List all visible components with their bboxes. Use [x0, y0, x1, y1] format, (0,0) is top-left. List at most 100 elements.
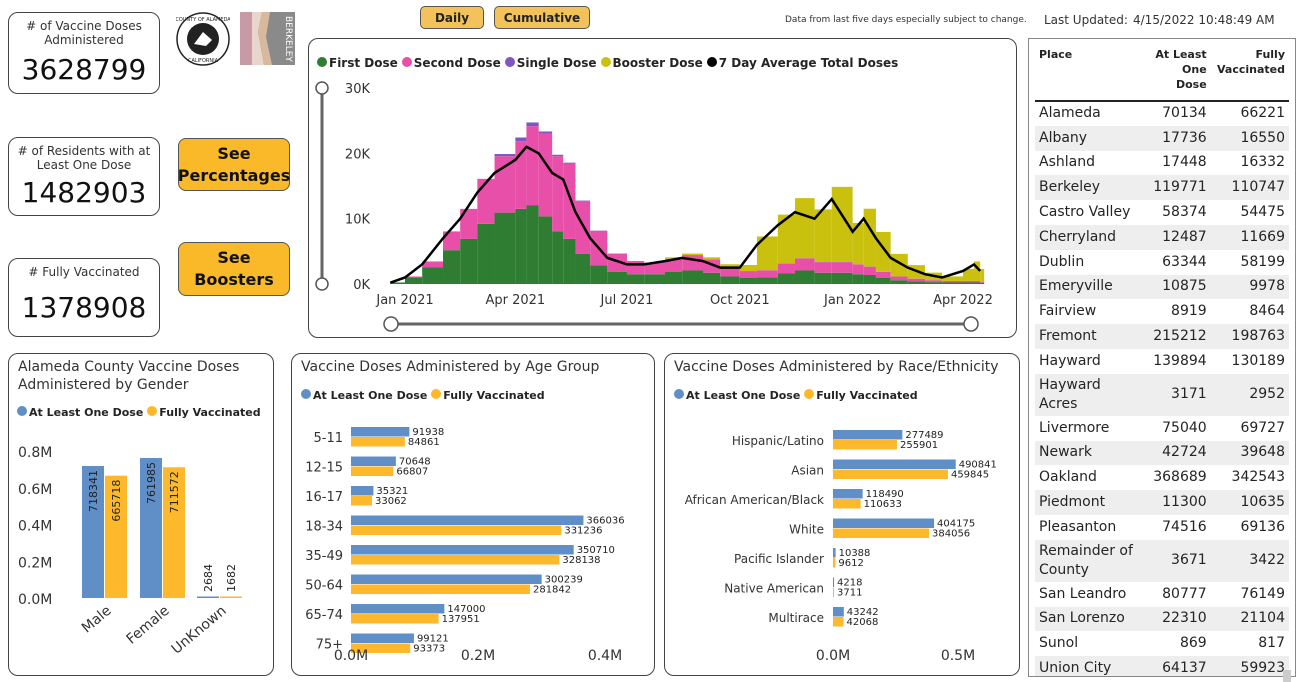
- bar-one-dose: [82, 466, 104, 598]
- slider-handle[interactable]: [315, 277, 329, 291]
- bar-second-dose: [460, 208, 478, 239]
- table-row[interactable]: Union City 64137 59923: [1035, 656, 1289, 676]
- bar-single-dose: [515, 137, 527, 142]
- legend-fully-vaccinated[interactable]: Fully Vaccinated: [147, 406, 261, 419]
- data-label: 137951: [442, 614, 480, 625]
- table-row[interactable]: Remainder of County 3671 3422: [1035, 539, 1289, 582]
- bar-fully-vaccinated: [833, 469, 948, 479]
- legend-booster-dose[interactable]: Booster Dose: [600, 56, 703, 70]
- bar-first-dose: [460, 238, 478, 284]
- table-row[interactable]: Fairview 8919 8464: [1035, 299, 1289, 324]
- fully-vaccinated-cell: 54475: [1240, 204, 1285, 221]
- x-tick-label: 0.2M: [461, 648, 495, 664]
- table-row[interactable]: San Lorenzo 22310 21104: [1035, 606, 1289, 632]
- legend-one-dose[interactable]: At Least One Dose: [674, 389, 800, 402]
- data-label: 331236: [564, 526, 602, 537]
- table-row[interactable]: Albany 17736 16550: [1035, 125, 1289, 151]
- column-header-fully-vaccinated[interactable]: Fully Vaccinated: [1210, 45, 1289, 102]
- bar-first-dose: [664, 271, 683, 284]
- one-dose-cell: 74516: [1162, 518, 1207, 535]
- table-row[interactable]: Dublin 63344 58199: [1035, 250, 1289, 275]
- bar-second-dose: [515, 141, 527, 209]
- bar-second-dose: [538, 133, 553, 217]
- one-dose-cell: 64137: [1145, 656, 1211, 676]
- table-row[interactable]: Alameda 70134 66221: [1035, 101, 1289, 126]
- bar-one-dose: [197, 596, 219, 598]
- fully-vaccinated-cell: 8464: [1249, 303, 1285, 320]
- x-tick-label: 0.5M: [941, 648, 975, 664]
- table-row[interactable]: San Leandro 80777 76149: [1035, 582, 1289, 607]
- kpi-label: # Fully Vaccinated: [28, 265, 140, 279]
- place-cell: Hayward: [1039, 352, 1101, 369]
- bar-one-dose: [351, 604, 445, 614]
- legend-first-dose[interactable]: First Dose: [317, 56, 398, 70]
- place-cell: Alameda: [1039, 105, 1101, 122]
- data-label: 665718: [110, 480, 123, 522]
- table-row[interactable]: Berkeley 119771 110747: [1035, 175, 1289, 201]
- table-row[interactable]: Livermore 75040 69727: [1035, 416, 1289, 441]
- data-label: 84861: [408, 437, 440, 448]
- legend-7day-average[interactable]: 7 Day Average Total Doses: [706, 56, 898, 70]
- bar-first-dose: [626, 274, 645, 284]
- table-scrollbar[interactable]: [1283, 670, 1291, 682]
- bar-fully-vaccinated: [105, 475, 127, 598]
- place-cell: Piedmont: [1035, 490, 1145, 515]
- table-row[interactable]: Emeryville 10875 9978: [1035, 274, 1289, 300]
- slider-handle[interactable]: [315, 81, 329, 95]
- bar-second-dose: [526, 126, 539, 206]
- bar-second-dose: [963, 280, 975, 283]
- place-table: Place At Least One Dose Fully Vaccinated…: [1028, 38, 1296, 677]
- one-dose-cell: 3671: [1145, 539, 1211, 582]
- one-dose-cell: 58374: [1162, 204, 1207, 221]
- data-label: 404175: [937, 519, 975, 530]
- fully-vaccinated-cell: 2952: [1210, 373, 1289, 416]
- fully-vaccinated-cell: 69136: [1240, 518, 1285, 535]
- slider-handle[interactable]: [383, 316, 399, 332]
- table-row[interactable]: Sunol 869 817: [1035, 631, 1289, 656]
- table-row[interactable]: Hayward 139894 130189: [1035, 349, 1289, 374]
- column-header-place[interactable]: Place: [1035, 45, 1145, 102]
- place-cell: Fremont: [1035, 324, 1145, 349]
- legend-fully-vaccinated[interactable]: Fully Vaccinated: [804, 389, 918, 402]
- data-label: 110633: [864, 499, 902, 510]
- cumulative-button[interactable]: Cumulative: [494, 6, 590, 29]
- bar-one-dose: [351, 427, 410, 437]
- legend-one-dose[interactable]: At Least One Dose: [301, 389, 427, 402]
- table-row[interactable]: Oakland 368689 342543: [1035, 465, 1289, 490]
- legend-single-dose[interactable]: Single Dose: [504, 56, 597, 70]
- bar-first-dose: [720, 276, 740, 284]
- place-cell: Newark: [1035, 440, 1145, 466]
- table-row[interactable]: Hayward Acres 3171 2952: [1035, 373, 1289, 416]
- table-row[interactable]: Pleasanton 74516 69136: [1035, 515, 1289, 540]
- bar-second-dose: [494, 156, 516, 213]
- table-row[interactable]: Fremont 215212 198763: [1035, 324, 1289, 349]
- bar-second-dose: [720, 267, 740, 277]
- legend-second-dose[interactable]: Second Dose: [401, 56, 501, 70]
- bar-single-dose: [552, 154, 564, 157]
- see-percentages-button[interactable]: See Percentages: [178, 138, 290, 191]
- y-tick-label: 0.0M: [18, 592, 52, 608]
- column-header-one-dose[interactable]: At Least One Dose: [1145, 45, 1211, 102]
- bar-first-dose: [974, 282, 981, 284]
- table-row[interactable]: Newark 42724 39648: [1035, 440, 1289, 466]
- svg-text:COUNTY OF ALAMEDA: COUNTY OF ALAMEDA: [176, 17, 230, 23]
- legend-fully-vaccinated[interactable]: Fully Vaccinated: [431, 389, 545, 402]
- data-label: 281842: [533, 585, 571, 596]
- y-tick-label: 20K: [345, 147, 371, 162]
- bar-first-dose: [831, 272, 853, 284]
- see-boosters-button[interactable]: See Boosters: [178, 242, 290, 296]
- slider-handle[interactable]: [963, 316, 979, 332]
- bar-single-dose: [494, 154, 516, 157]
- legend-one-dose[interactable]: At Least One Dose: [17, 406, 143, 419]
- daily-button[interactable]: Daily: [420, 6, 484, 29]
- bar-booster-dose: [664, 257, 683, 259]
- table-row[interactable]: Cherryland 12487 11669: [1035, 224, 1289, 250]
- y-tick-label: 0.6M: [18, 482, 52, 498]
- table-row[interactable]: Castro Valley 58374 54475: [1035, 200, 1289, 225]
- table-row[interactable]: Ashland 17448 16332: [1035, 151, 1289, 176]
- bar-booster-dose: [682, 253, 704, 256]
- table-row[interactable]: Piedmont 11300 10635: [1035, 490, 1289, 515]
- y-category-label: African American/Black: [685, 493, 824, 507]
- bar-first-dose: [494, 212, 516, 284]
